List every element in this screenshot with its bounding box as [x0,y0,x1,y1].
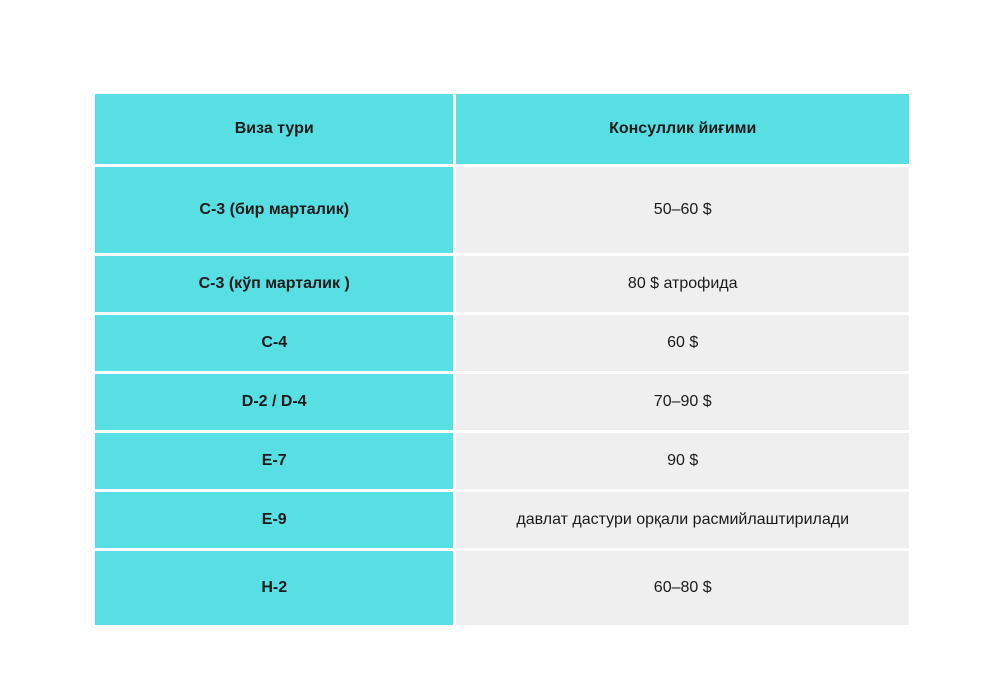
visa-type-cell: E-9 [95,492,454,548]
table-row: C-3 (бир марталик) 50–60 $ [95,167,909,253]
header-consular-fee: Консуллик йиғими [456,94,909,164]
visa-fee-table: Виза тури Консуллик йиғими C-3 (бир март… [92,91,912,628]
fee-cell: 90 $ [456,433,909,489]
visa-type-cell: D-2 / D-4 [95,374,454,430]
table-row: E-7 90 $ [95,433,909,489]
visa-type-cell: C-3 (бир марталик) [95,167,454,253]
table-row: C-4 60 $ [95,315,909,371]
visa-type-cell: C-3 (кўп марталик ) [95,256,454,312]
visa-type-cell: H-2 [95,551,454,625]
table-row: D-2 / D-4 70–90 $ [95,374,909,430]
header-visa-type: Виза тури [95,94,454,164]
fee-cell: давлат дастури орқали расмийлаштирилади [456,492,909,548]
table-row: C-3 (кўп марталик ) 80 $ атрофида [95,256,909,312]
fee-cell: 60 $ [456,315,909,371]
fee-cell: 80 $ атрофида [456,256,909,312]
table-row: H-2 60–80 $ [95,551,909,625]
fee-cell: 70–90 $ [456,374,909,430]
visa-type-cell: C-4 [95,315,454,371]
fee-cell: 60–80 $ [456,551,909,625]
fee-cell: 50–60 $ [456,167,909,253]
header-row: Виза тури Консуллик йиғими [95,94,909,164]
visa-type-cell: E-7 [95,433,454,489]
table-row: E-9 давлат дастури орқали расмийлаштирил… [95,492,909,548]
